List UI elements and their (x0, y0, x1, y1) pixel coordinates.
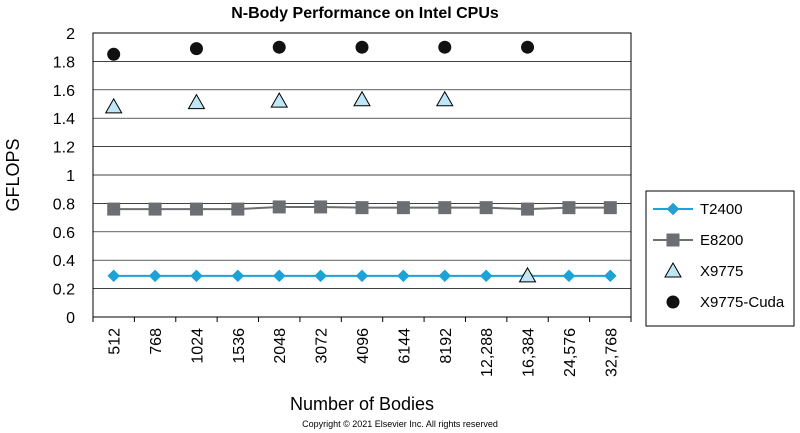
data-point (104, 97, 123, 114)
legend-item: X9775-Cuda (666, 294, 785, 311)
x-tick-label: 24,576 (562, 328, 579, 377)
x-tick-label: 2048 (272, 328, 289, 364)
data-point (189, 202, 203, 216)
data-point (603, 201, 617, 215)
x-tick-label: 768 (148, 328, 165, 355)
data-point (353, 90, 371, 107)
data-point (518, 266, 537, 283)
data-point (479, 269, 493, 283)
x-tick-label: 32,768 (603, 328, 620, 377)
series-layer (104, 40, 617, 283)
data-point (148, 202, 162, 216)
x-tick-labels: 512 768 1024 1536 2048 3072 4096 6144 8192 12,288… (92, 317, 632, 377)
data-point (397, 269, 410, 283)
x-tick-label: 1024 (189, 328, 206, 364)
y-tick-label: 1.4 (53, 111, 75, 128)
data-point (189, 42, 203, 56)
data-point (438, 269, 452, 283)
legend-marker (666, 233, 680, 247)
y-tick-label: 1.2 (53, 140, 75, 157)
y-tick-label: 1 (66, 168, 75, 185)
legend-label: T2400 (700, 201, 743, 218)
series-3 (107, 40, 535, 61)
data-point (521, 202, 535, 216)
x-tick-label: 4096 (355, 328, 372, 364)
data-point (438, 201, 452, 215)
data-point (148, 269, 162, 283)
x-tick-label: 512 (107, 328, 124, 355)
copyright-notice: Copyright © 2021 Elsevier Inc. All right… (302, 419, 498, 429)
data-point (355, 201, 369, 215)
y-tick-label: 0.6 (53, 225, 75, 242)
data-point (187, 93, 206, 110)
legend: T2400 E8200 X9775 X9775-Cuda (645, 190, 795, 327)
y-tick-label: 1.8 (53, 54, 75, 71)
legend-marker (666, 202, 680, 216)
data-point (603, 269, 617, 283)
data-point (355, 269, 369, 283)
series-1 (107, 200, 617, 216)
data-point (231, 202, 245, 216)
y-tick-label: 0.2 (53, 282, 75, 299)
data-point (107, 202, 121, 216)
data-point (314, 200, 328, 214)
data-point (521, 40, 535, 54)
series-0 (107, 269, 617, 283)
y-tick-labels: 0 0.2 0.4 0.6 0.8 1 1.2 1.4 1.6 1.8 2 (53, 26, 75, 327)
y-tick-label: 2 (66, 26, 75, 43)
x-tick-label: 8192 (438, 328, 455, 364)
data-point (190, 269, 203, 283)
legend-marker (666, 295, 680, 309)
data-point (562, 201, 576, 215)
x-tick-label: 16,384 (521, 328, 538, 377)
data-point (479, 201, 493, 215)
x-tick-label: 6144 (396, 328, 413, 364)
chart-title: N-Body Performance on Intel CPUs (231, 5, 499, 22)
data-point (562, 269, 576, 283)
y-tick-label: 1.6 (53, 83, 75, 100)
legend-label: X9775 (700, 263, 743, 280)
legend-marker (664, 261, 682, 278)
legend-item: X9775 (664, 261, 743, 280)
series-2 (104, 90, 537, 283)
data-point (270, 92, 289, 108)
x-tick-label: 1536 (231, 328, 248, 364)
data-point (272, 269, 286, 283)
y-axis-label: GFLOPS (3, 138, 23, 211)
data-point (272, 200, 286, 214)
data-point (435, 90, 454, 107)
x-tick-label: 3072 (314, 328, 331, 364)
legend-label: E8200 (700, 232, 743, 249)
legend-item: T2400 (653, 201, 743, 218)
data-point (107, 47, 121, 61)
data-point (272, 40, 286, 54)
data-point (231, 269, 245, 283)
data-point (107, 269, 121, 283)
y-tick-label: 0.4 (53, 253, 75, 270)
legend-item: E8200 (653, 232, 743, 249)
x-tick-label: 12,288 (479, 328, 496, 377)
y-tick-label: 0.8 (53, 196, 75, 213)
data-point (438, 40, 452, 54)
plot-frame (92, 32, 632, 318)
legend-label: X9775-Cuda (700, 294, 785, 311)
y-tick-label: 0 (66, 310, 75, 327)
data-point (314, 269, 327, 283)
x-axis-label: Number of Bodies (290, 394, 434, 414)
data-point (355, 40, 369, 54)
data-point (396, 201, 410, 215)
